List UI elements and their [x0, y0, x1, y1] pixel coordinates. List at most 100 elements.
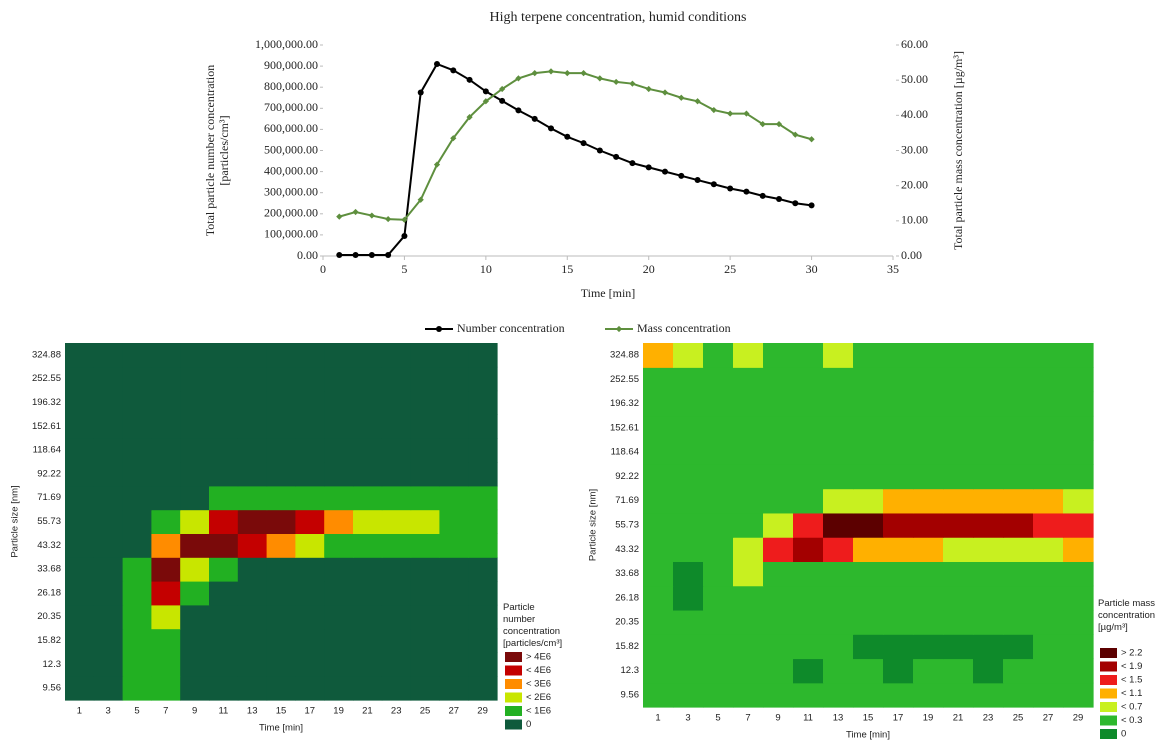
cell — [439, 628, 469, 653]
cell — [122, 533, 152, 558]
cell — [733, 343, 764, 368]
cell — [180, 628, 210, 653]
cell — [209, 557, 239, 582]
cell — [151, 604, 181, 630]
cell — [266, 509, 296, 534]
x-tick-label: 5 — [134, 706, 139, 717]
cell — [93, 390, 124, 415]
cell — [266, 390, 296, 415]
cell — [973, 682, 1004, 708]
cell — [943, 391, 974, 417]
cell — [913, 561, 944, 587]
cell — [180, 604, 210, 630]
legend-marker — [615, 325, 623, 333]
cell — [324, 462, 354, 487]
y-tick-label: 9.56 — [43, 683, 62, 694]
cell — [853, 512, 884, 538]
cell — [673, 464, 704, 490]
cell — [823, 415, 854, 441]
cell — [410, 676, 440, 701]
y-tick-label: 15.82 — [615, 641, 639, 652]
point — [434, 60, 440, 67]
cell — [468, 557, 498, 582]
legend-title: Particle mass concentration [µg/m³] — [1098, 598, 1155, 633]
cell — [1063, 537, 1094, 562]
cell — [703, 658, 734, 684]
cell — [209, 438, 239, 463]
cell — [1033, 488, 1064, 514]
cell — [973, 464, 1004, 490]
cell — [1063, 367, 1094, 393]
cell — [237, 533, 268, 558]
cell — [1033, 634, 1064, 660]
cell — [823, 585, 854, 611]
cell — [65, 652, 95, 677]
x-axis-title: Time [min] — [259, 723, 303, 734]
cell — [733, 658, 764, 684]
cell — [943, 585, 974, 611]
cell — [151, 533, 181, 558]
cell — [913, 512, 944, 538]
cell — [324, 676, 354, 701]
legend-label: 0 — [1121, 729, 1126, 740]
cell — [763, 609, 794, 635]
cell — [93, 485, 124, 511]
y-tick-label: 196.32 — [610, 398, 639, 409]
cell — [237, 366, 268, 392]
cell — [1003, 488, 1034, 514]
cell — [353, 604, 383, 630]
cell — [237, 676, 268, 701]
cell — [209, 509, 239, 534]
cell — [1033, 391, 1064, 417]
cell — [295, 485, 325, 511]
cell — [673, 585, 704, 611]
cell — [439, 509, 469, 534]
point — [613, 78, 620, 86]
cell — [1033, 415, 1064, 441]
cell — [1003, 464, 1034, 490]
cell — [733, 415, 764, 441]
cell — [122, 366, 152, 392]
cell — [793, 585, 824, 611]
y-tick-label: 196.32 — [32, 397, 61, 408]
cell — [209, 343, 239, 368]
x-tick-label: 11 — [218, 706, 228, 717]
cell — [353, 485, 383, 511]
cell — [1033, 367, 1064, 393]
y-tick-label: 324.88 — [32, 349, 61, 360]
cell — [122, 390, 152, 415]
cell — [468, 581, 498, 606]
cell — [65, 509, 95, 534]
cell — [1063, 488, 1094, 514]
cell — [703, 561, 734, 587]
cell — [410, 533, 440, 558]
x-tick-label: 29 — [1073, 713, 1084, 724]
cell — [1063, 343, 1094, 368]
legend-swatch — [1100, 661, 1117, 672]
cell — [763, 658, 794, 684]
cell — [381, 581, 412, 606]
legend-label: < 1E6 — [526, 706, 551, 717]
cell — [943, 658, 974, 684]
cell — [673, 343, 704, 368]
cell — [943, 343, 974, 368]
y2-tick-label: 0.00 — [901, 248, 922, 262]
cell — [410, 581, 440, 606]
point — [352, 208, 359, 216]
cell — [973, 440, 1004, 465]
legend-label: < 2E6 — [526, 692, 551, 703]
y-tick-label: 33.68 — [615, 568, 639, 579]
point — [417, 89, 424, 96]
cell — [1003, 367, 1034, 393]
point — [759, 192, 766, 199]
y-tick-label: 600,000.00 — [264, 121, 318, 135]
point — [450, 67, 457, 74]
cell — [295, 533, 325, 558]
cell — [151, 366, 181, 392]
cell — [673, 658, 704, 684]
cell — [1063, 682, 1094, 708]
cell — [913, 367, 944, 393]
cell — [209, 533, 239, 558]
cell — [1063, 440, 1094, 465]
cell — [65, 414, 95, 439]
